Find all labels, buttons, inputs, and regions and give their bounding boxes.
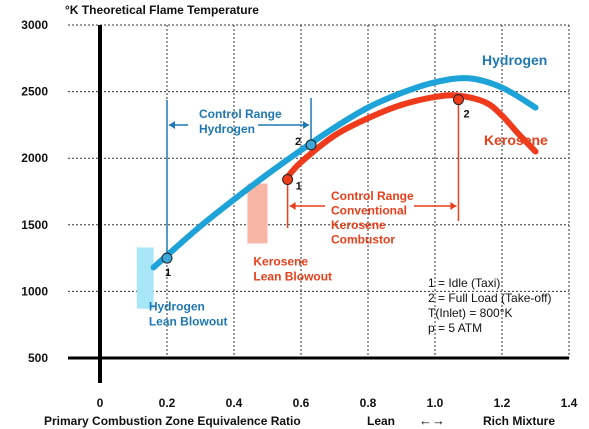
x-tick-label: 0.2 [159,396,176,410]
operating-points [161,94,464,264]
legend-note: p = 5 ATM [428,321,482,335]
blowout-band [247,183,268,244]
x-lean-label: Lean [367,414,395,428]
blowout-bands [136,183,268,309]
y-tick-label: 1500 [21,218,48,232]
chart-title: °K Theoretical Flame Temperature [65,3,259,17]
control-range-label: Hydrogen [199,122,255,136]
control-range-label: Conventional [331,204,407,218]
range-arrowhead [289,202,296,210]
grid [68,24,570,358]
x-tick-label: 1.4 [561,396,578,410]
y-tick-label: 2500 [21,85,48,99]
control-range-label: Control Range [331,189,414,203]
x-axis-label: Primary Combustion Zone Equivalence Rati… [44,414,301,428]
blowout-label: Kerosene [253,254,308,268]
series-line-hydrogen [150,75,539,271]
x-tick-label: 0 [97,396,104,410]
x-tick-label: 0.4 [226,396,243,410]
operating-point [282,174,294,186]
blowout-label: Hydrogen [149,300,205,314]
series-lines [150,75,539,271]
range-arrowhead [303,121,310,129]
x-tick-label: 0.8 [360,396,377,410]
legend-notes: 1 = Idle (Taxi)2 = Full Load (Take-off)T… [428,276,552,335]
legend-note: T(Inlet) = 800°K [428,306,513,320]
series-label: Kerosene [484,132,548,148]
y-tick-label: 3000 [21,18,48,32]
point-label: 2 [463,109,469,121]
x-tick-label: 1.2 [494,396,511,410]
operating-point [305,139,317,151]
x-direction-arrow: ←→ [419,413,445,428]
point-label: 2 [295,136,301,148]
blowout-label: Lean Blowout [253,269,332,283]
series-label: Hydrogen [482,52,547,68]
control-range-label: Kerosene [331,218,386,232]
operating-point [452,94,464,106]
x-rich-label: Rich Mixture [483,414,555,428]
blowout-label: Lean Blowout [149,315,228,329]
y-tick-label: 500 [28,351,48,365]
blowout-band [136,247,154,309]
series-line-kerosene [284,92,539,180]
control-range-label: Combustor [331,233,395,247]
range-arrowhead [169,121,175,129]
operating-point [161,252,173,264]
point-label: 1 [165,267,171,279]
legend-note: 2 = Full Load (Take-off) [428,291,552,305]
y-tick-label: 2000 [21,151,48,165]
x-tick-label: 0.6 [293,396,310,410]
y-tick-label: 1000 [21,284,48,298]
axes: 500 1000 1500 2000 2500 3000 0 0.2 0.4 0.6 0.8 1.0 1… [21,18,577,410]
x-tick-label: 1.0 [427,396,444,410]
point-label: 1 [296,181,302,193]
range-arrowhead [450,202,457,210]
control-range-label: Control Range [199,107,282,121]
legend-note: 1 = Idle (Taxi) [428,276,500,290]
control-ranges [166,98,460,255]
